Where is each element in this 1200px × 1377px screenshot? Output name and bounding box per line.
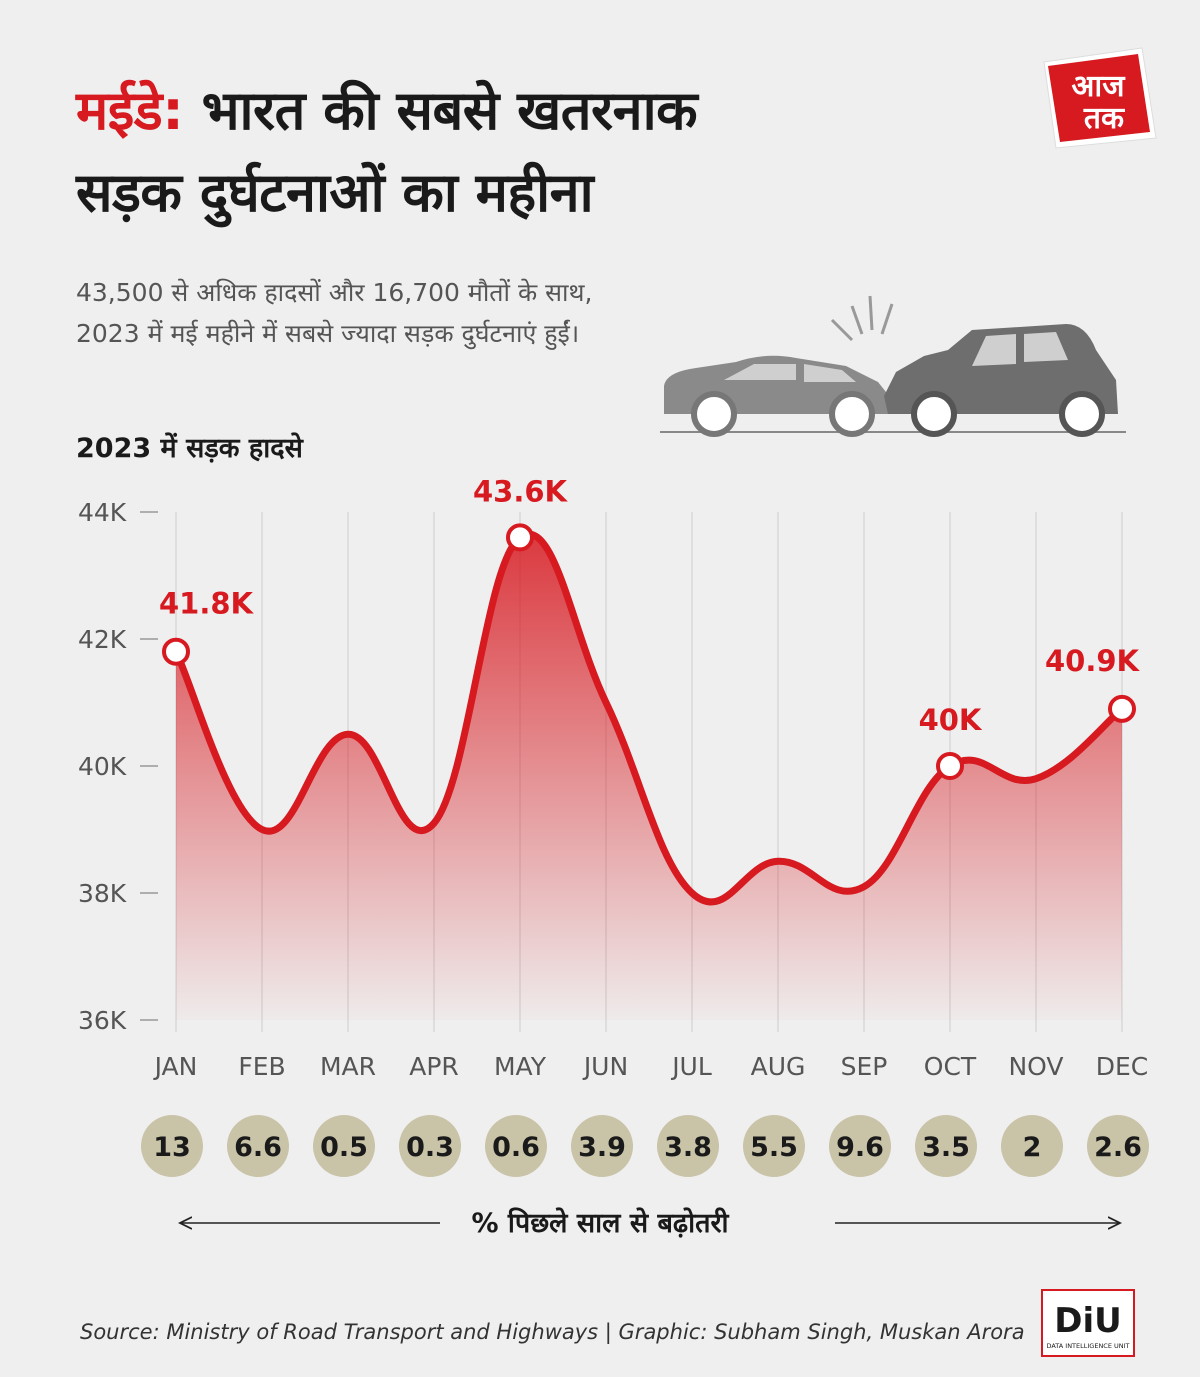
point-marker bbox=[1108, 694, 1136, 723]
growth-badge bbox=[829, 1115, 891, 1177]
growth-value: 5.5 bbox=[750, 1132, 798, 1163]
growth-badge bbox=[141, 1115, 203, 1177]
y-tick-label: 42K bbox=[78, 625, 127, 654]
growth-value: 13 bbox=[153, 1132, 191, 1163]
growth-value: 3.8 bbox=[664, 1132, 712, 1163]
data-label: 41.8K bbox=[159, 587, 255, 621]
x-tick-label-jan: JAN bbox=[153, 1052, 198, 1081]
x-tick-label-feb: FEB bbox=[238, 1052, 285, 1081]
growth-badge bbox=[485, 1115, 547, 1177]
data-label: 43.6K bbox=[473, 474, 569, 508]
car-crash-icon bbox=[660, 295, 1126, 437]
growth-value: 9.6 bbox=[836, 1132, 884, 1163]
data-label: 40K bbox=[919, 703, 983, 737]
growth-badge bbox=[571, 1115, 633, 1177]
accidents-area-chart: 36K 38K 40K 42K 44K JAN FEB MAR APR MAY JUN JUL AUG… bbox=[78, 474, 1149, 1177]
growth-badge bbox=[657, 1115, 719, 1177]
growth-badge bbox=[227, 1115, 289, 1177]
x-tick-label-mar: MAR bbox=[320, 1052, 376, 1081]
growth-value: 6.6 bbox=[234, 1132, 282, 1163]
y-tick-label: 38K bbox=[78, 879, 127, 908]
growth-badge bbox=[399, 1115, 461, 1177]
growth-label: % पिछले साल से बढ़ोतरी bbox=[471, 1208, 729, 1239]
aaj-tak-logo: आज तक bbox=[1043, 47, 1157, 149]
growth-value: 0.5 bbox=[320, 1132, 368, 1163]
highlight-points: 41.8K 43.6K 40K 40.9K bbox=[159, 474, 1141, 780]
y-tick-label: 44K bbox=[78, 498, 127, 527]
x-tick-label-sep: SEP bbox=[841, 1052, 888, 1081]
x-tick-label-aug: AUG bbox=[751, 1052, 806, 1081]
y-tick-label: 40K bbox=[78, 752, 127, 781]
chart-title: 2023 में सड़क हादसे bbox=[76, 433, 303, 464]
growth-badges: 13 6.6 0.5 0.3 0.6 3.9 3.8 5.5 9.6 3.5 2 2.6 bbox=[141, 1115, 1149, 1177]
x-tick-label-may: MAY bbox=[494, 1052, 547, 1081]
diu-subtext: DATA INTELLIGENCE UNIT bbox=[1046, 1342, 1129, 1350]
page-title: मईडे: भारत की सबसे खतरनाक सड़क दुर्घटनाओं… bbox=[76, 70, 976, 234]
diu-logo: DiU DATA INTELLIGENCE UNIT bbox=[1041, 1289, 1135, 1357]
diu-text: DiU bbox=[1054, 1301, 1122, 1341]
x-tick-label-jun: JUN bbox=[582, 1052, 628, 1081]
y-tick-label: 36K bbox=[78, 1006, 127, 1035]
title-line2: सड़क दुर्घटनाओं का महीना bbox=[76, 161, 594, 224]
logo-line1: आज bbox=[1072, 69, 1127, 104]
growth-value: 0.3 bbox=[406, 1132, 454, 1163]
growth-value: 2 bbox=[1023, 1132, 1042, 1163]
growth-badge bbox=[743, 1115, 805, 1177]
growth-value: 0.6 bbox=[492, 1132, 540, 1163]
growth-badge bbox=[915, 1115, 977, 1177]
logo-line2: तक bbox=[1083, 101, 1125, 136]
x-tick-label-nov: NOV bbox=[1008, 1052, 1063, 1081]
point-marker bbox=[162, 637, 190, 666]
y-axis: 36K 38K 40K 42K 44K bbox=[78, 498, 158, 1035]
title-line1: भारत की सबसे खतरनाक bbox=[183, 79, 698, 142]
source-credit: Source: Ministry of Road Transport and H… bbox=[80, 1320, 1025, 1344]
growth-arrow bbox=[0, 1205, 1200, 1245]
growth-badge bbox=[1087, 1115, 1149, 1177]
x-tick-label-apr: APR bbox=[409, 1052, 459, 1081]
growth-value: 3.5 bbox=[922, 1132, 970, 1163]
title-highlight: मईडे: bbox=[76, 79, 184, 142]
x-axis: JAN FEB MAR APR MAY JUN JUL AUG SEP OCT NOV DEC bbox=[153, 1052, 1149, 1081]
growth-value: 3.9 bbox=[578, 1132, 626, 1163]
growth-value: 2.6 bbox=[1094, 1132, 1142, 1163]
point-marker bbox=[936, 752, 964, 780]
x-tick-label-dec: DEC bbox=[1096, 1052, 1149, 1081]
point-marker bbox=[506, 523, 534, 552]
growth-badge bbox=[313, 1115, 375, 1177]
x-tick-label-jul: JUL bbox=[670, 1052, 712, 1081]
area-fill bbox=[176, 534, 1122, 1020]
data-label: 40.9K bbox=[1045, 644, 1141, 678]
growth-badge bbox=[1001, 1115, 1063, 1177]
x-tick-label-oct: OCT bbox=[924, 1052, 977, 1081]
subtitle: 43,500 से अधिक हादसों और 16,700 मौतों के… bbox=[76, 278, 593, 348]
